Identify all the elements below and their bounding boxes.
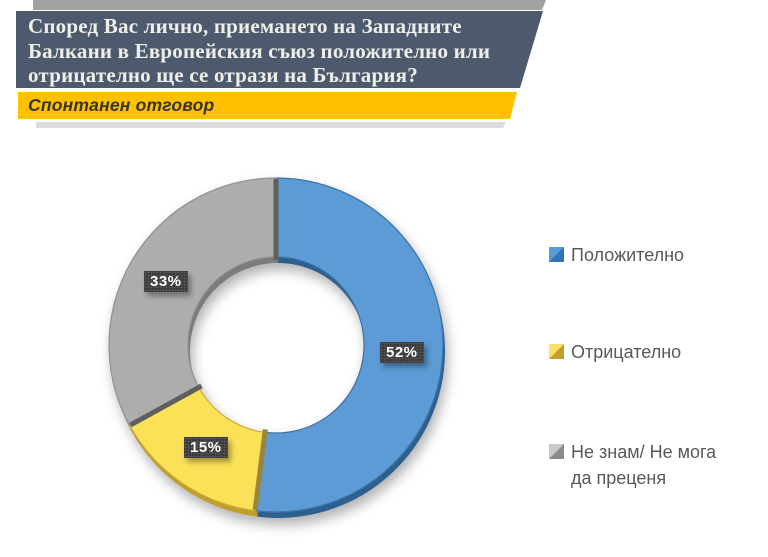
legend-label-dont-know: Не знам/ Не мога да преценя: [571, 442, 717, 488]
legend-item-dont-know: Не знам/ Не мога да преценя: [549, 439, 739, 491]
legend-label-positive: Положително: [571, 245, 685, 265]
legend-swatch-positive-icon: [549, 247, 564, 262]
title-line-3: отрицателно ще се отрази на България?: [28, 63, 418, 87]
slice-separator-1: [252, 429, 268, 511]
legend-swatch-negative-icon: [549, 344, 564, 359]
title-line-2: Балкани в Европейския съюз положително и…: [28, 38, 491, 63]
data-label-dont-know: 33%: [144, 271, 188, 292]
legend-item-positive: Положително: [549, 242, 684, 268]
chart-legend: Положително Отрицателно Не знам/ Не мога…: [549, 230, 764, 530]
subtitle-banner-shadow: [36, 122, 506, 128]
title-line-1: Според Вас лично, приемането на Западнит…: [28, 14, 462, 38]
title-banner-shadow: [33, 0, 546, 10]
legend-label-negative: Отрицателно: [571, 342, 682, 362]
data-label-positive: 52%: [380, 342, 424, 363]
legend-swatch-dont-know-icon: [549, 444, 564, 459]
data-label-negative: 15%: [184, 437, 228, 458]
slice-separator-2: [129, 383, 203, 428]
legend-item-negative: Отрицателно: [549, 339, 681, 365]
subtitle-text: Спонтанен отговор: [28, 95, 215, 115]
subtitle-banner: Спонтанен отговор: [18, 92, 517, 119]
donut-slice-2: [108, 177, 277, 427]
donut-slice-0: [254, 177, 444, 513]
title-banner: Според Вас лично, приемането на Западнит…: [16, 11, 543, 88]
